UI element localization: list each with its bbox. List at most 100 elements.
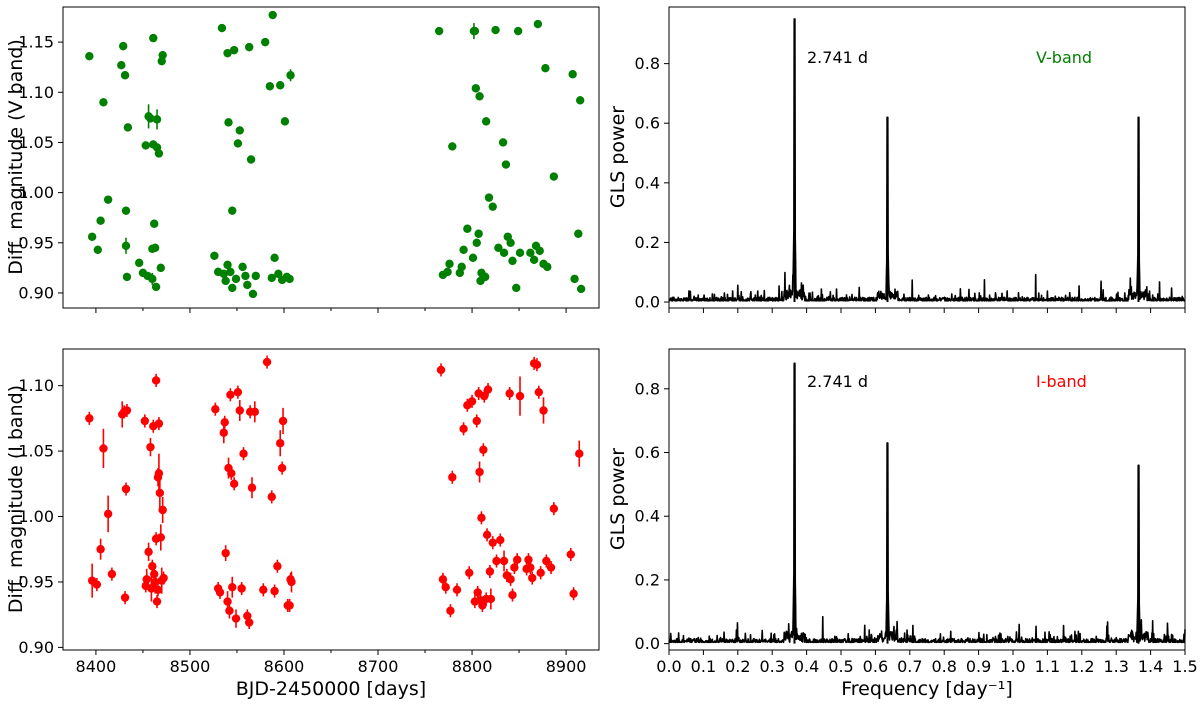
v-gls-ylabel: GLS power — [607, 106, 629, 208]
i-mag-data-point — [287, 577, 296, 587]
v-band-ylabel: Diff. magnitude (V band) — [5, 39, 27, 275]
v-gls-ytick-label: 0.4 — [635, 173, 660, 192]
i-mag-data-point — [273, 562, 282, 571]
v-mag-data-point — [243, 280, 252, 290]
i-mag-data-point — [575, 449, 584, 458]
v-gls-ytick-label: 0.0 — [635, 293, 660, 312]
i-mag-data-point — [478, 601, 487, 610]
i-mag-xtick-label: 8400 — [76, 657, 117, 676]
i-gls-ylabel: GLS power — [607, 448, 629, 550]
i-mag-data-point — [153, 585, 163, 594]
i-mag-data-point — [452, 585, 462, 594]
v-mag-ytick-label: 0.95 — [18, 233, 54, 252]
i-mag-data-point — [512, 555, 522, 564]
v-mag-data-point — [470, 26, 480, 36]
v-mag-data-point — [123, 123, 133, 132]
i-mag-ytick-label: 1.05 — [18, 442, 54, 461]
i-gls-xtick-label: 0.0 — [656, 657, 681, 676]
v-band-label: V-band — [1036, 48, 1092, 67]
i-mag-data-point — [142, 575, 151, 584]
v-mag-data-point — [238, 262, 247, 272]
v-mag-data-point — [541, 64, 550, 73]
i-band-ylabel: Diff. magnitude (I band) — [5, 385, 27, 613]
v-mag-data-point — [445, 259, 454, 269]
i-mag-data-point — [441, 582, 450, 592]
i-gls-xtick-label: 1.1 — [1035, 657, 1060, 676]
i-mag-data-point — [262, 357, 272, 367]
i-mag-data-point — [223, 597, 232, 606]
v-mag-data-point — [481, 272, 490, 282]
i-mag-data-point — [228, 582, 237, 592]
i-mag-data-point — [225, 606, 234, 615]
v-mag-data-point — [233, 139, 243, 148]
v-mag-data-point — [117, 60, 126, 70]
v-mag-data-point — [158, 50, 167, 60]
i-mag-data-point — [233, 387, 243, 397]
v-mag-data-point — [286, 71, 295, 80]
i-mag-data-point — [524, 555, 533, 564]
i-band-light-curve-panel: 0.90 0.95 1.00 1.05 1.10 8400 8500 8600 8700 8800… — [5, 348, 600, 700]
i-mag-data-point — [270, 586, 279, 596]
v-mag-ytick-label: 1.05 — [18, 133, 54, 152]
i-mag-xtick-label: 8900 — [546, 657, 587, 676]
i-mag-data-point — [475, 467, 484, 477]
i-mag-data-point — [226, 390, 235, 400]
v-mag-data-point — [501, 160, 511, 169]
v-mag-data-point — [468, 253, 478, 263]
v-mag-data-point — [103, 195, 113, 204]
v-band-data-points — [85, 10, 586, 299]
v-mag-data-point — [270, 253, 279, 263]
i-mag-xtick-label: 8500 — [170, 657, 211, 676]
v-mag-data-point — [494, 243, 503, 252]
v-mag-data-point — [122, 272, 132, 282]
v-mag-data-point — [251, 271, 260, 281]
i-mag-data-point — [235, 406, 244, 415]
v-mag-data-point — [120, 71, 130, 80]
i-gls-xtick-label: 0.7 — [897, 657, 922, 676]
i-mag-data-point — [154, 469, 164, 478]
v-mag-data-point — [150, 219, 159, 228]
v-mag-data-point — [134, 258, 144, 268]
v-mag-ytick-label: 0.90 — [18, 283, 54, 302]
v-mag-data-point — [156, 263, 165, 273]
i-mag-ytick-label: 1.00 — [18, 507, 54, 526]
v-period-annotation: 2.741 d — [807, 48, 868, 67]
i-mag-data-point — [532, 360, 542, 369]
i-mag-ytick-label: 0.90 — [18, 638, 54, 657]
i-mag-data-point — [546, 563, 556, 572]
i-mag-data-point — [566, 550, 575, 559]
i-mag-data-point — [492, 556, 501, 566]
v-mag-data-point — [488, 202, 497, 211]
v-mag-data-point — [118, 41, 128, 51]
i-gls-xtick-label: 0.4 — [794, 657, 819, 676]
i-mag-data-point — [121, 484, 131, 494]
i-mag-data-point — [485, 567, 495, 576]
v-mag-data-point — [280, 117, 290, 126]
v-mag-data-point — [241, 271, 250, 281]
i-mag-data-point — [96, 545, 105, 554]
i-mag-data-point — [477, 513, 486, 523]
i-mag-xtick-label: 8600 — [264, 657, 305, 676]
i-mag-data-point — [229, 479, 239, 488]
v-mag-data-point — [246, 155, 256, 164]
v-mag-data-point — [152, 115, 162, 124]
i-band-label: I-band — [1036, 372, 1087, 391]
v-band-periodogram-frame — [668, 6, 1186, 309]
v-mag-data-point — [276, 81, 285, 90]
v-mag-data-point — [575, 96, 585, 105]
i-mag-data-point — [237, 584, 246, 593]
i-mag-data-point — [479, 445, 488, 454]
v-gls-ytick-label: 0.8 — [635, 54, 660, 73]
i-mag-data-point — [221, 548, 230, 558]
v-mag-data-point — [463, 224, 472, 233]
v-mag-data-point — [543, 262, 552, 272]
i-mag-data-point — [231, 614, 241, 623]
v-mag-data-point — [235, 126, 244, 135]
i-mag-data-point — [147, 584, 156, 593]
v-mag-data-point — [96, 216, 105, 225]
i-mag-data-point — [140, 416, 150, 426]
v-band-light-curve-panel: 0.90 0.95 1.00 1.05 1.10 1.15 Diff. magnitude… — [5, 6, 600, 313]
v-mag-data-point — [219, 269, 228, 279]
i-mag-data-point — [467, 397, 477, 406]
